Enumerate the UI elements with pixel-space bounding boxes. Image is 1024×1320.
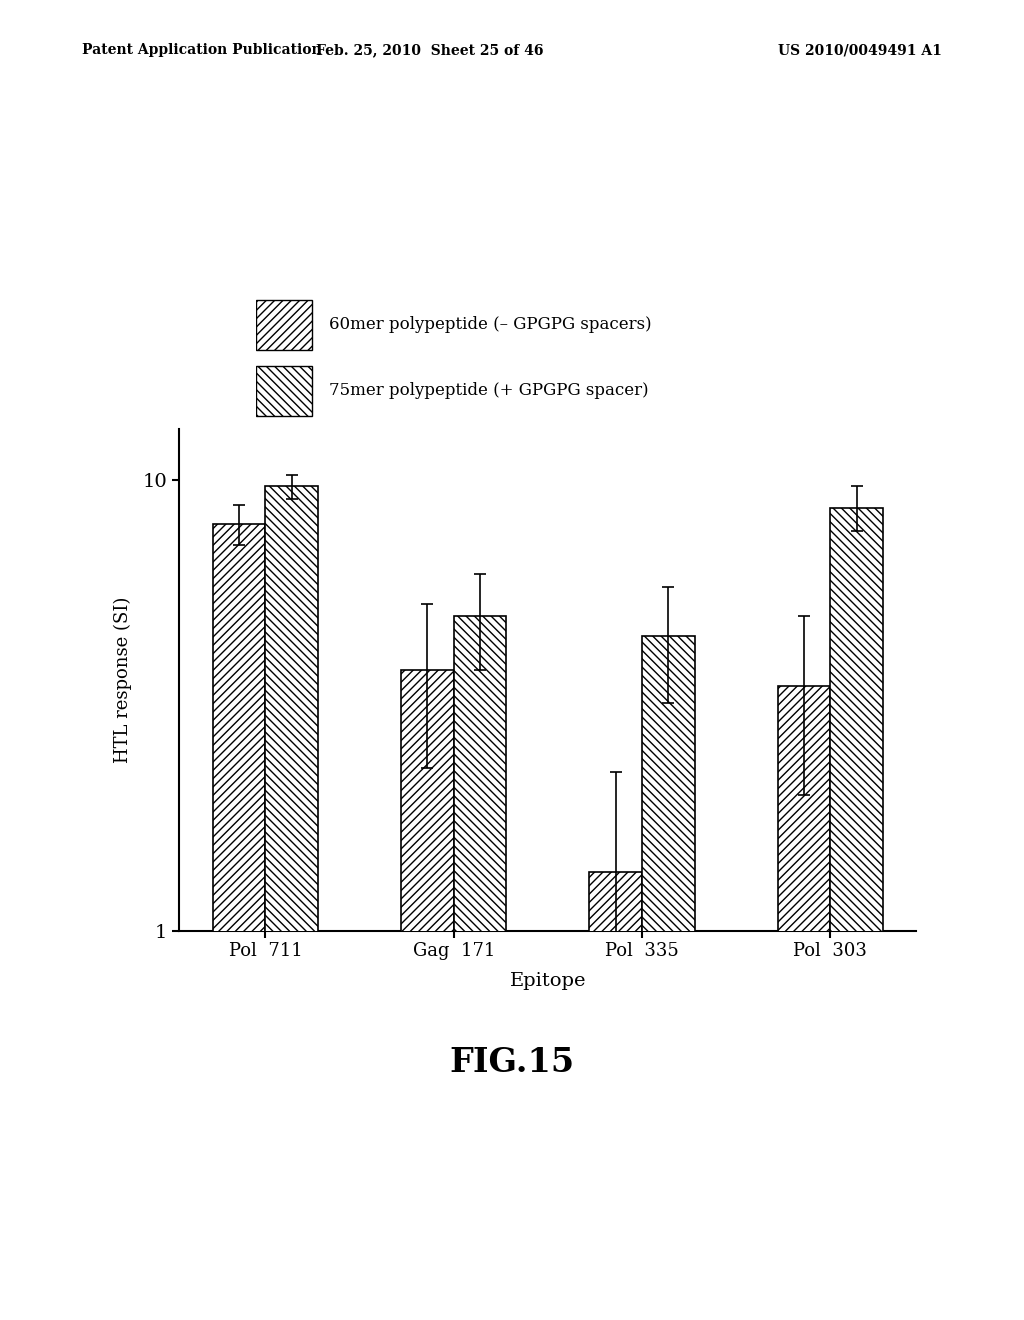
Y-axis label: HTL response (SI): HTL response (SI) bbox=[114, 597, 131, 763]
Text: Patent Application Publication: Patent Application Publication bbox=[82, 44, 322, 57]
Bar bbox=[454, 616, 507, 1320]
Text: Feb. 25, 2010  Sheet 25 of 46: Feb. 25, 2010 Sheet 25 of 46 bbox=[316, 44, 544, 57]
FancyBboxPatch shape bbox=[256, 366, 312, 416]
Text: 75mer polypeptide (+ GPGPG spacer): 75mer polypeptide (+ GPGPG spacer) bbox=[330, 383, 649, 399]
Bar bbox=[830, 508, 883, 1320]
Bar bbox=[642, 636, 694, 1320]
X-axis label: Epitope: Epitope bbox=[510, 972, 586, 990]
Bar bbox=[777, 685, 830, 1320]
Bar bbox=[265, 486, 318, 1320]
Bar bbox=[213, 524, 265, 1320]
Bar bbox=[401, 669, 454, 1320]
Text: FIG.15: FIG.15 bbox=[450, 1045, 574, 1080]
Text: 60mer polypeptide (– GPGPG spacers): 60mer polypeptide (– GPGPG spacers) bbox=[330, 317, 652, 333]
Text: US 2010/0049491 A1: US 2010/0049491 A1 bbox=[778, 44, 942, 57]
Bar bbox=[589, 873, 642, 1320]
FancyBboxPatch shape bbox=[256, 300, 312, 350]
